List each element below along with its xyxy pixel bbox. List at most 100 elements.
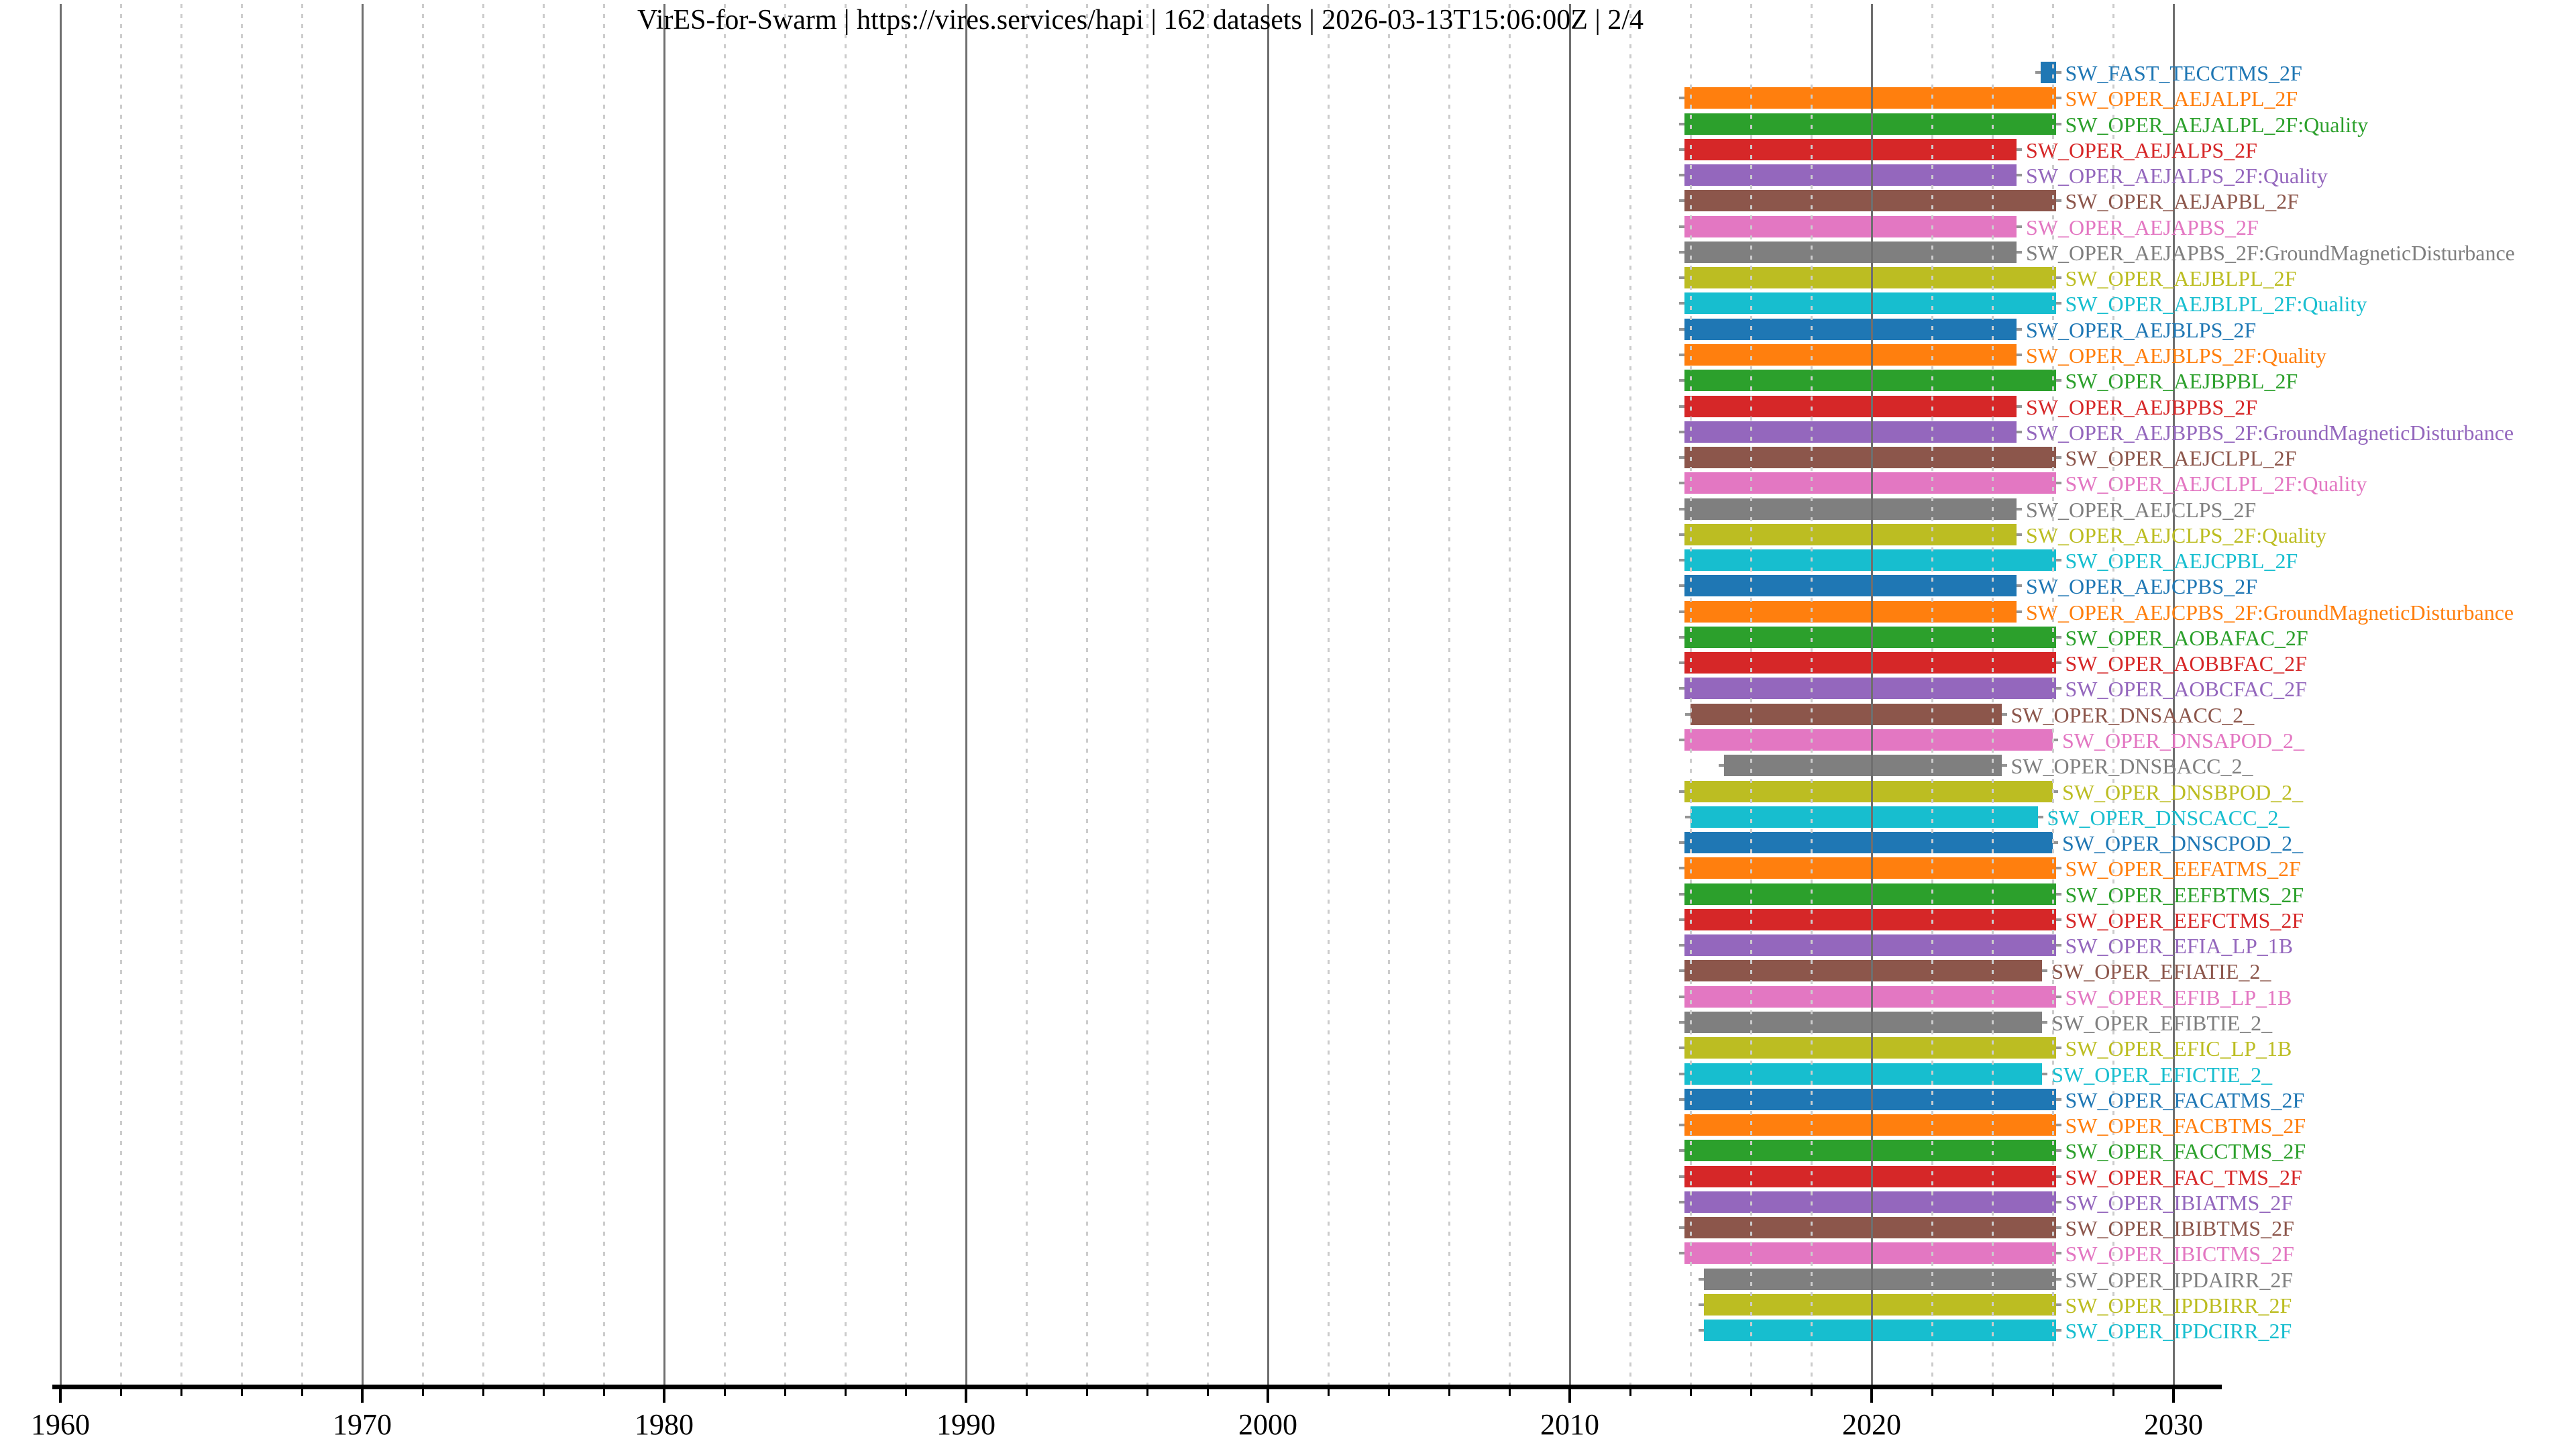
timeline-bar: [1684, 1037, 2056, 1059]
bar-end-cap: [2037, 969, 2048, 973]
bar-end-cap: [2011, 610, 2022, 613]
timeline-bar: [1684, 523, 2017, 545]
major-gridline: [361, 4, 364, 1385]
dataset-label: SW_OPER_AEJCLPS_2F: [2026, 497, 2257, 522]
timeline-bar: [1684, 292, 2056, 315]
bar-end-cap: [2050, 559, 2061, 562]
timeline-bar: [1684, 832, 2053, 854]
dataset-label: SW_OPER_DNSCACC_2_: [2047, 805, 2290, 830]
timeline-bar: [1684, 549, 2056, 572]
dataset-label: SW_OPER_DNSBACC_2_: [2010, 754, 2253, 779]
major-gridline: [2172, 4, 2175, 1385]
bar-end-cap: [2011, 533, 2022, 536]
bar-end-cap: [2050, 995, 2061, 998]
x-axis-minor-tick: [1448, 1385, 1450, 1396]
minor-gridline: [844, 4, 847, 1385]
x-axis-minor-tick: [844, 1385, 847, 1396]
x-axis-major-tick: [965, 1385, 967, 1403]
bar-end-cap: [2050, 302, 2061, 305]
x-axis-minor-tick: [602, 1385, 605, 1396]
timeline-bar: [1684, 138, 2017, 160]
timeline-bar: [1684, 215, 2017, 237]
bar-end-cap: [2011, 327, 2022, 331]
x-axis-minor-tick: [180, 1385, 182, 1396]
dataset-label: SW_OPER_AEJBPBS_2F: [2026, 394, 2257, 419]
dataset-label: SW_OPER_AEJBLPL_2F: [2065, 266, 2297, 291]
bar-end-cap: [2050, 892, 2061, 896]
timeline-bar: [1684, 343, 2017, 366]
x-axis-minor-tick: [119, 1385, 122, 1396]
x-axis-minor-tick: [240, 1385, 243, 1396]
x-axis-minor-tick: [542, 1385, 545, 1396]
x-axis-major-tick: [361, 1385, 364, 1403]
minor-gridline: [180, 4, 182, 1385]
x-axis-major-tick: [2172, 1385, 2175, 1403]
x-axis-tick-label: 1960: [31, 1408, 90, 1441]
timeline-bar: [1684, 960, 2043, 982]
x-axis-tick-label: 1970: [333, 1408, 392, 1441]
major-gridline: [1870, 4, 1873, 1385]
minor-gridline: [1991, 4, 1994, 1385]
timeline-bar: [1704, 1320, 2056, 1342]
x-axis-minor-tick: [1025, 1385, 1028, 1396]
timeline-bar: [1684, 164, 2017, 186]
minor-gridline: [1146, 4, 1148, 1385]
timeline-bar: [1690, 806, 2038, 828]
bar-end-cap: [2050, 867, 2061, 870]
x-axis-minor-tick: [301, 1385, 303, 1396]
bar-end-cap: [2032, 815, 2043, 818]
dataset-label: SW_OPER_AEJALPL_2F: [2065, 87, 2298, 111]
dataset-label: SW_OPER_DNSAACC_2_: [2010, 702, 2255, 727]
minor-gridline: [119, 4, 122, 1385]
timeline-bar: [1704, 1268, 2056, 1290]
minor-gridline: [301, 4, 303, 1385]
timeline-bar: [1684, 1165, 2056, 1187]
bar-end-cap: [1996, 712, 2007, 716]
minor-gridline: [542, 4, 545, 1385]
x-axis-minor-tick: [2051, 1385, 2054, 1396]
timeline-bar: [1684, 1011, 2043, 1033]
x-axis-major-tick: [1568, 1385, 1571, 1403]
timeline-bar: [1690, 703, 2002, 725]
timeline-bar: [1684, 985, 2056, 1008]
major-gridline: [663, 4, 665, 1385]
timeline-bar: [1684, 600, 2017, 623]
bar-end-cap: [2050, 71, 2061, 74]
dataset-label: SW_OPER_AEJAPBS_2F: [2026, 215, 2259, 239]
dataset-label: SW_OPER_EFIB_LP_1B: [2065, 985, 2292, 1010]
dataset-label: SW_OPER_AEJCLPL_2F:Quality: [2065, 472, 2367, 496]
x-axis-spine: [52, 1385, 2222, 1389]
bar-end-cap: [2050, 1303, 2061, 1306]
timeline-bar: [1684, 883, 2056, 905]
bar-end-cap: [2011, 430, 2022, 433]
minor-gridline: [1508, 4, 1511, 1385]
minor-gridline: [2051, 4, 2054, 1385]
x-axis-minor-tick: [784, 1385, 786, 1396]
dataset-label: SW_OPER_EEFCTMS_2F: [2065, 908, 2304, 932]
dataset-label: SW_OPER_IPDCIRR_2F: [2065, 1319, 2292, 1344]
minor-gridline: [1387, 4, 1390, 1385]
x-axis-minor-tick: [904, 1385, 907, 1396]
x-axis-minor-tick: [482, 1385, 484, 1396]
minor-gridline: [1750, 4, 1752, 1385]
x-axis-minor-tick: [2112, 1385, 2114, 1396]
dataset-label: SW_OPER_AEJBPBS_2F:GroundMagneticDisturb…: [2026, 420, 2514, 445]
bar-end-cap: [2050, 97, 2061, 100]
dataset-label: SW_OPER_AEJALPS_2F: [2026, 138, 2257, 162]
x-axis-tick-label: 1990: [936, 1408, 996, 1441]
dataset-label: SW_OPER_FACBTMS_2F: [2065, 1114, 2306, 1138]
dataset-label: SW_OPER_EFIC_LP_1B: [2065, 1036, 2292, 1061]
x-axis-major-tick: [59, 1385, 62, 1403]
bar-end-cap: [2050, 1046, 2061, 1050]
bar-end-cap: [2037, 1020, 2048, 1024]
bar-end-cap: [2050, 1149, 2061, 1152]
dataset-label: SW_OPER_AEJBLPS_2F: [2026, 317, 2257, 342]
bar-end-cap: [2050, 1200, 2061, 1203]
dataset-label: SW_OPER_DNSAPOD_2_: [2062, 729, 2304, 753]
bar-end-cap: [2011, 225, 2022, 228]
dataset-label: SW_OPER_EFIBTIE_2_: [2051, 1010, 2273, 1035]
dataset-label: SW_OPER_AOBAFAC_2F: [2065, 625, 2308, 650]
x-axis-minor-tick: [1810, 1385, 1813, 1396]
dataset-label: SW_OPER_EEFATMS_2F: [2065, 857, 2301, 881]
x-axis-minor-tick: [1085, 1385, 1088, 1396]
